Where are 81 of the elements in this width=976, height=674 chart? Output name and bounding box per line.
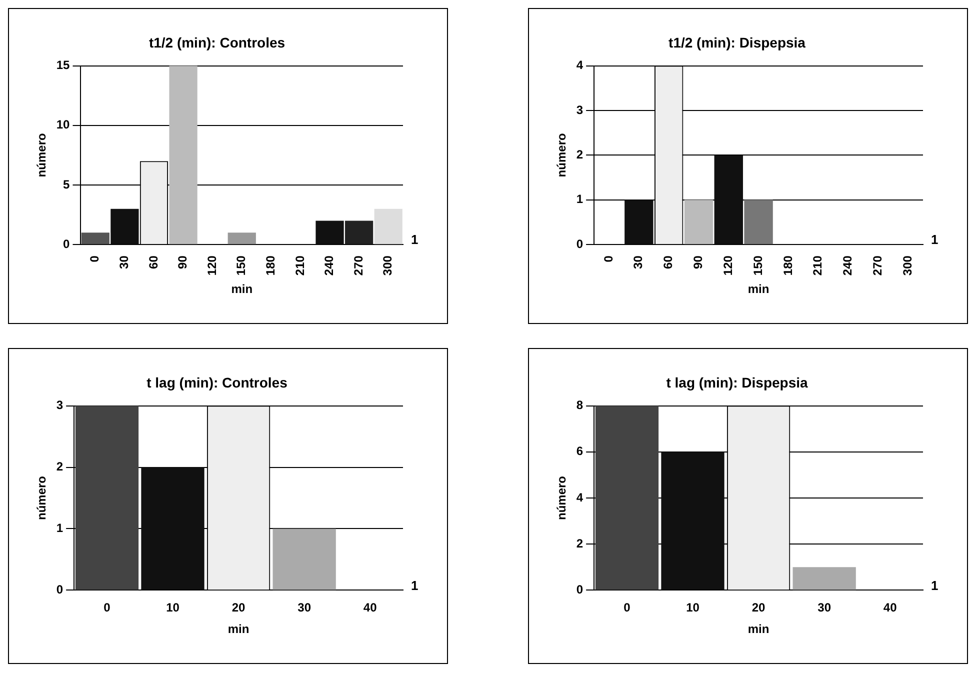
x-tick-label: 30 bbox=[298, 600, 312, 615]
y-axis-title: número bbox=[554, 476, 569, 520]
x-axis-title: min bbox=[228, 622, 250, 636]
x-tick-label: 90 bbox=[691, 255, 706, 269]
x-tick-label: 0 bbox=[104, 600, 111, 615]
text: 1 bbox=[931, 232, 938, 248]
x-tick-label: 0 bbox=[601, 255, 616, 262]
x-tick-label: 120 bbox=[720, 255, 735, 276]
bar bbox=[81, 232, 110, 244]
y-tick-label: 2 bbox=[576, 536, 584, 550]
x-tick-label: 240 bbox=[322, 255, 336, 276]
x-tick-label: 150 bbox=[234, 255, 248, 276]
x-tick-label: 10 bbox=[686, 600, 700, 615]
bar bbox=[272, 528, 336, 590]
bar bbox=[316, 220, 344, 244]
chart-title: t lag (min): Dispepsia bbox=[666, 374, 808, 390]
y-axis-title: número bbox=[34, 476, 49, 520]
y-tick-label: 0 bbox=[56, 582, 64, 597]
x-tick-label: 30 bbox=[818, 600, 832, 615]
bar bbox=[744, 200, 773, 244]
x-tick-label: 120 bbox=[204, 255, 219, 276]
bar bbox=[714, 155, 743, 244]
text: 1 bbox=[411, 232, 418, 248]
chart-title: t1/2 (min): Controles bbox=[148, 34, 286, 50]
y-tick-label: 0 bbox=[576, 582, 584, 597]
x-tick-label: 0 bbox=[624, 600, 631, 615]
x-axis-title: min bbox=[748, 622, 770, 636]
x-tick-label: 60 bbox=[661, 255, 676, 269]
x-tick-label: 180 bbox=[263, 255, 278, 276]
y-axis-title: número bbox=[554, 133, 569, 178]
x-tick-label: 30 bbox=[631, 255, 646, 269]
x-tick-label: 180 bbox=[780, 255, 795, 276]
y-tick-label: 8 bbox=[576, 398, 584, 412]
bar bbox=[228, 232, 256, 244]
x-tick-label: 210 bbox=[292, 255, 307, 276]
bar bbox=[169, 66, 198, 244]
x-tick-label: 0 bbox=[88, 255, 102, 262]
x-tick-label: 300 bbox=[380, 255, 395, 276]
y-tick-label: 1 bbox=[576, 192, 584, 206]
text: 1 bbox=[931, 578, 938, 593]
y-tick-label: 6 bbox=[576, 444, 584, 458]
y-tick-label: 15 bbox=[56, 58, 70, 72]
x-tick-label: 40 bbox=[363, 600, 378, 615]
y-tick-label: 10 bbox=[56, 118, 70, 132]
x-tick-label: 60 bbox=[146, 255, 160, 269]
x-tick-label: 270 bbox=[351, 255, 366, 276]
bar bbox=[624, 200, 654, 244]
x-tick-label: 20 bbox=[752, 600, 766, 615]
x-tick-label: 270 bbox=[870, 255, 884, 276]
y-tick-label: 0 bbox=[63, 236, 70, 251]
x-tick-label: 90 bbox=[176, 255, 190, 269]
x-tick-label: 20 bbox=[232, 600, 246, 615]
y-tick-label: 4 bbox=[576, 490, 584, 504]
y-tick-label: 3 bbox=[576, 102, 584, 117]
bar bbox=[661, 452, 724, 590]
x-tick-label: 210 bbox=[810, 255, 825, 276]
bar bbox=[141, 467, 204, 590]
y-tick-label: 2 bbox=[576, 148, 584, 162]
y-axis-title: número bbox=[34, 133, 49, 178]
y-tick-label: 5 bbox=[63, 177, 70, 192]
x-axis-title: min bbox=[748, 282, 770, 296]
bar bbox=[110, 208, 139, 244]
y-tick-label: 0 bbox=[576, 236, 584, 251]
x-tick-label: 40 bbox=[883, 600, 898, 615]
y-tick-label: 2 bbox=[56, 460, 64, 474]
text: 1 bbox=[411, 578, 418, 593]
x-tick-label: 30 bbox=[117, 255, 132, 269]
x-tick-label: 150 bbox=[750, 255, 765, 276]
x-axis-title: min bbox=[231, 282, 253, 296]
y-tick-label: 4 bbox=[576, 58, 584, 72]
bar bbox=[374, 208, 402, 244]
chart-title: t lag (min): Controles bbox=[146, 374, 288, 390]
x-tick-label: 240 bbox=[840, 255, 855, 276]
y-tick-label: 1 bbox=[56, 521, 64, 536]
y-tick-label: 3 bbox=[56, 398, 64, 412]
chart-title: t1/2 (min): Dispepsia bbox=[668, 34, 806, 50]
bar bbox=[792, 567, 856, 590]
x-tick-label: 300 bbox=[900, 255, 914, 276]
x-tick-label: 10 bbox=[166, 600, 180, 615]
bar bbox=[344, 220, 374, 244]
bar bbox=[684, 200, 714, 244]
